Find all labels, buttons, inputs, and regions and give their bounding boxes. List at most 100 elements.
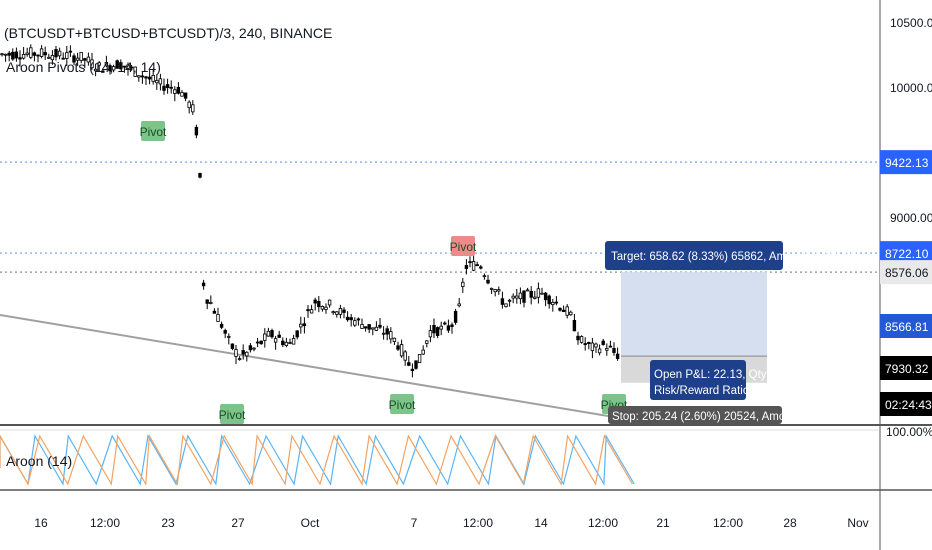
candle-body: [129, 66, 134, 69]
candle-body: [97, 62, 101, 66]
candle-body: [511, 295, 515, 299]
candle-body: [0, 53, 4, 56]
candle-body: [7, 52, 11, 56]
candle-body: [3, 53, 8, 56]
candle-body: [594, 343, 598, 348]
trendline[interactable]: [0, 314, 621, 419]
candle-body: [36, 54, 40, 57]
aroon-label[interactable]: Aroon (14): [6, 453, 73, 469]
price-label-bg-2: [880, 260, 932, 285]
candle-body: [169, 86, 173, 89]
candle-body: [425, 340, 429, 344]
pivot-marker-0[interactable]: [141, 121, 165, 141]
candle-body: [569, 311, 573, 316]
x-tick-3: 27: [231, 516, 245, 530]
x-tick-0: 16: [34, 516, 48, 530]
candle-body: [482, 275, 487, 278]
candle-body: [223, 330, 227, 334]
price-label-4: 7930.32: [885, 362, 929, 376]
countdown: 02:24:43: [885, 398, 932, 412]
candle-body: [21, 53, 26, 59]
x-tick-7: 14: [534, 516, 548, 530]
candle-body: [327, 299, 332, 306]
candle-body: [518, 292, 523, 300]
candle-body: [461, 281, 465, 287]
candle-body: [554, 301, 559, 304]
candle-body: [587, 341, 591, 344]
candle-body: [75, 57, 80, 61]
candle-body: [237, 358, 242, 361]
candle-body: [432, 324, 436, 334]
candle-body: [529, 290, 533, 298]
candle-body: [122, 65, 127, 68]
price-label-bg-4: [880, 356, 932, 380]
candle-body: [392, 337, 397, 342]
candle-body: [191, 104, 195, 113]
candle-body: [151, 74, 155, 82]
candle-body: [180, 91, 184, 97]
x-tick-10: 12:00: [713, 516, 743, 530]
candle-body: [194, 126, 199, 136]
candle-body: [284, 341, 289, 346]
candle-body: [590, 342, 595, 352]
candle-body: [162, 85, 166, 91]
candle-body: [201, 282, 206, 287]
candle-body: [165, 84, 170, 89]
pivot-marker-1[interactable]: [220, 404, 244, 424]
pivot-marker-2[interactable]: [451, 236, 475, 256]
candle-body: [457, 303, 461, 307]
candle-body: [561, 309, 566, 313]
candle-body: [353, 320, 357, 326]
candle-body: [263, 333, 267, 341]
candle-body: [309, 309, 314, 314]
candle-body: [558, 307, 562, 311]
candle-body: [198, 172, 202, 178]
target-box[interactable]: [605, 241, 783, 270]
x-tick-6: 12:00: [463, 516, 493, 530]
indicator-label[interactable]: Aroon Pivots (14, 14, 14): [6, 59, 161, 75]
candle-body: [65, 52, 69, 59]
candle-body: [540, 292, 544, 295]
candle-body: [345, 316, 350, 321]
candle-body: [583, 343, 587, 346]
pnl-box[interactable]: [650, 360, 746, 400]
candle-body: [90, 59, 94, 69]
candle-body: [360, 324, 364, 329]
candle-body: [489, 287, 494, 290]
candle-body: [86, 56, 91, 63]
target-zone[interactable]: [621, 272, 767, 357]
candle-body: [367, 324, 371, 330]
price-label-2: 8576.06: [885, 266, 929, 280]
price-label-bg-0: [880, 150, 932, 175]
candle-body: [241, 350, 245, 355]
candle-body: [155, 79, 159, 84]
candle-body: [205, 299, 209, 304]
candle-body: [479, 266, 483, 269]
pivot-marker-3[interactable]: [390, 394, 414, 414]
candle-body: [101, 70, 105, 73]
candle-body: [612, 348, 616, 353]
candle-body: [61, 57, 65, 60]
pivot-label-2: Pivot: [450, 240, 477, 254]
candle-body: [468, 261, 472, 264]
y-tick-1: 10000.00: [890, 81, 932, 95]
symbol-title[interactable]: (BTCUSDT+BTCUSD+BTCUSDT)/3, 240, BINANCE: [4, 25, 333, 41]
candle-body: [111, 66, 116, 71]
candle-body: [504, 303, 508, 308]
candle-body: [108, 65, 112, 72]
candle-body: [158, 78, 163, 85]
candle-body: [572, 320, 577, 332]
candle-body: [417, 354, 422, 364]
candle-body: [396, 345, 400, 350]
candle-body: [14, 51, 19, 59]
stop-box[interactable]: [608, 406, 782, 424]
candle-body: [565, 306, 569, 316]
candle-body: [446, 325, 451, 331]
candle-body: [266, 330, 271, 337]
x-tick-9: 21: [656, 516, 670, 530]
candle-body: [126, 64, 130, 69]
candle-body: [11, 51, 15, 60]
candle-body: [281, 340, 285, 346]
candle-body: [576, 335, 580, 341]
